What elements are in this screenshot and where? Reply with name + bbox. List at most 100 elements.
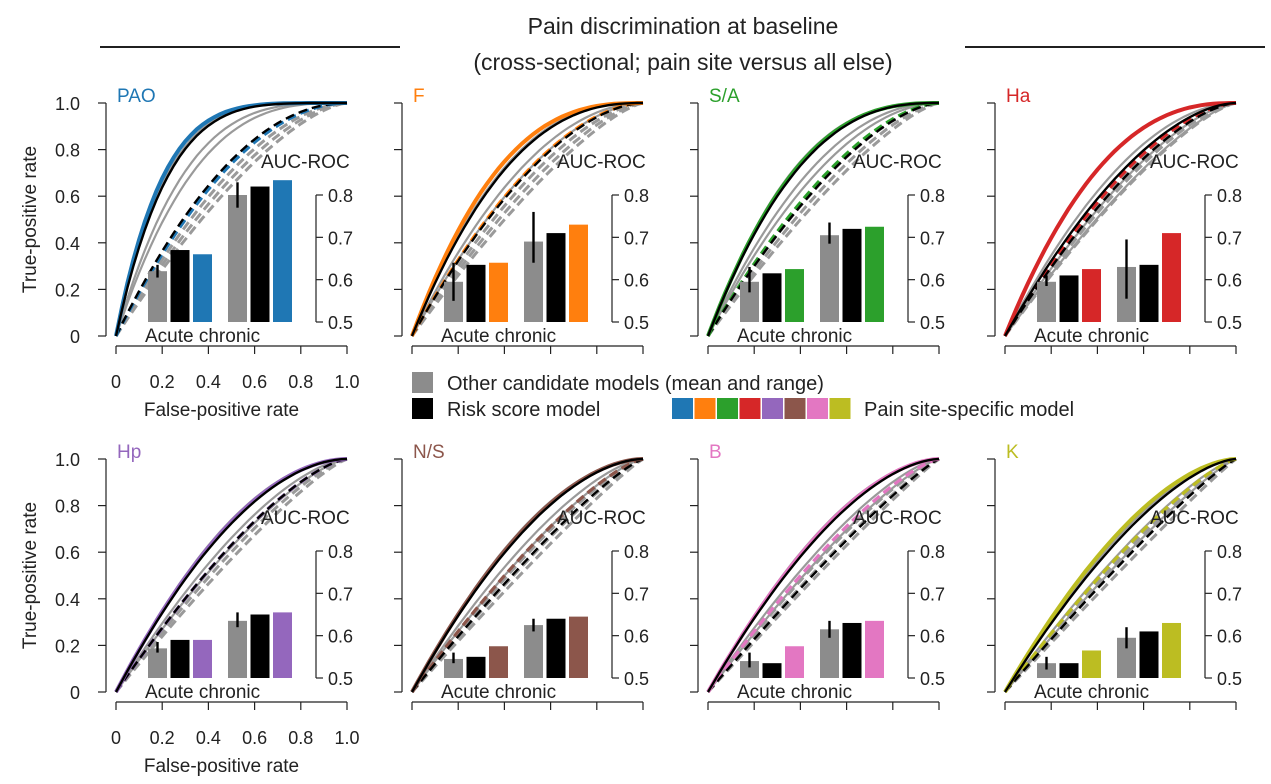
roc-risk-acute <box>114 101 348 337</box>
acute-bar-site <box>193 254 212 322</box>
site-label: N/S <box>413 442 445 463</box>
roc-risk-chronic <box>1003 457 1237 693</box>
roc-other-acute <box>706 101 940 337</box>
chronic-bar-risk <box>546 233 566 322</box>
chronic-bar-risk <box>250 614 270 678</box>
chronic-bar-risk <box>842 622 862 678</box>
chronic-bar-other <box>820 235 839 322</box>
roc-site-chronic <box>1003 101 1236 337</box>
acute-bar-risk <box>762 663 782 678</box>
inset-tick-label: 0.8 <box>624 186 649 206</box>
roc-other-acute <box>1003 101 1237 337</box>
roc-other-chronic <box>1004 101 1237 337</box>
roc-risk-acute <box>707 457 940 693</box>
y-tick-label: 0 <box>70 327 80 347</box>
x-tick-label: 1.0 <box>334 372 359 392</box>
inset-tick-label: 0.7 <box>328 228 353 248</box>
acute-bar-risk <box>170 250 190 322</box>
y-tick-label: 0.6 <box>55 543 80 563</box>
roc-other-acute <box>114 101 348 337</box>
roc-panel: B AUC-ROC 0.8 0.7 0.6 0.5 Acute chronic <box>690 442 945 710</box>
legend-site-swatch <box>829 398 851 419</box>
roc-panel: S/A AUC-ROC 0.8 0.7 0.6 0.5 Acute chronic <box>690 86 945 354</box>
chronic-bar-risk <box>842 228 862 322</box>
site-label: S/A <box>709 86 740 107</box>
chronic-bar-other <box>1117 637 1136 678</box>
site-label: PAO <box>117 86 156 107</box>
y-tick-label: 0.2 <box>55 280 80 300</box>
acute-bar-other <box>740 281 759 322</box>
x-tick-label: 0.4 <box>196 372 221 392</box>
legend-other-label: Other candidate models (mean and range) <box>447 373 824 395</box>
acute-bar-other <box>148 648 167 678</box>
roc-panel: N/S AUC-ROC 0.8 0.7 0.6 0.5 Acute chronic <box>394 442 649 710</box>
roc-site-acute <box>1003 457 1237 693</box>
y-tick-label: 0.4 <box>55 590 80 610</box>
inset-x-label: Acute chronic <box>441 682 556 703</box>
roc-other-acute <box>410 457 644 694</box>
roc-risk-acute <box>411 457 644 693</box>
inset-title: AUC-ROC <box>1150 152 1239 173</box>
chronic-bar-other <box>524 241 543 322</box>
roc-panel: 0 0 0.2 0.2 0.4 0.4 0.6 0.6 0.8 0.8 1.0 1.0 True-pos… <box>20 442 360 777</box>
roc-site-acute <box>1003 101 1237 337</box>
chronic-bar-other <box>228 620 247 678</box>
roc-other-chronic <box>411 101 644 337</box>
inset-title: AUC-ROC <box>557 508 646 529</box>
inset-tick-label: 0.6 <box>328 627 353 647</box>
roc-site-chronic <box>1003 457 1237 694</box>
roc-other-acute <box>114 457 348 693</box>
inset-tick-label: 0.8 <box>920 186 945 206</box>
roc-other-chronic <box>115 457 348 693</box>
inset-tick-label: 0.5 <box>920 669 945 689</box>
acute-bar-site <box>193 639 212 678</box>
x-tick-label: 1.0 <box>334 728 359 748</box>
chronic-bar-site <box>569 224 588 322</box>
y-axis-label: True-positive rate <box>20 502 41 649</box>
x-tick-label: 0.2 <box>150 728 175 748</box>
inset-tick-label: 0.8 <box>328 542 353 562</box>
acute-bar-other <box>740 661 759 678</box>
roc-risk-acute <box>410 101 644 337</box>
inset-tick-label: 0.6 <box>1217 271 1242 291</box>
chronic-bar-site <box>569 616 588 678</box>
legend: Other candidate models (mean and range) … <box>412 372 1074 421</box>
inset-tick-label: 0.6 <box>920 271 945 291</box>
acute-bar-risk <box>170 639 190 678</box>
inset-title: AUC-ROC <box>261 508 350 529</box>
inset-tick-label: 0.6 <box>624 271 649 291</box>
x-axis-label: False-positive rate <box>144 400 299 421</box>
inset-x-label: Acute chronic <box>441 326 556 347</box>
legend-site-swatch <box>784 398 806 419</box>
roc-risk-chronic <box>410 101 643 337</box>
acute-bar-other <box>148 271 167 322</box>
roc-risk-chronic <box>1003 101 1237 337</box>
acute-bar-risk <box>1059 663 1079 678</box>
x-axis-label: False-positive rate <box>144 756 299 777</box>
roc-risk-chronic <box>410 457 644 693</box>
roc-other-acute <box>706 457 940 694</box>
legend-site-swatch <box>762 398 783 419</box>
inset-tick-label: 0.5 <box>328 669 353 689</box>
chronic-bar-risk <box>546 618 566 678</box>
chronic-bar-other <box>820 629 839 678</box>
site-label: Hp <box>117 442 141 463</box>
legend-site-swatch <box>807 398 828 419</box>
inset-x-label: Acute chronic <box>1034 682 1149 703</box>
x-tick-label: 0.8 <box>288 728 313 748</box>
inset-tick-label: 0.5 <box>328 313 353 333</box>
y-tick-label: 0.8 <box>55 497 80 517</box>
chronic-bar-risk <box>1139 264 1159 322</box>
chronic-bar-site <box>273 612 292 678</box>
figure-title: Pain discrimination at baseline <box>528 13 839 39</box>
legend-site-swatch <box>672 398 693 419</box>
roc-other-chronic <box>707 457 940 693</box>
roc-other-acute <box>1003 457 1237 694</box>
inset-title: AUC-ROC <box>557 152 646 173</box>
acute-bar-other <box>1037 281 1056 322</box>
inset-tick-label: 0.5 <box>920 313 945 333</box>
inset-tick-label: 0.8 <box>1217 542 1242 562</box>
inset-tick-label: 0.7 <box>1217 584 1242 604</box>
site-label: Ha <box>1006 86 1031 107</box>
